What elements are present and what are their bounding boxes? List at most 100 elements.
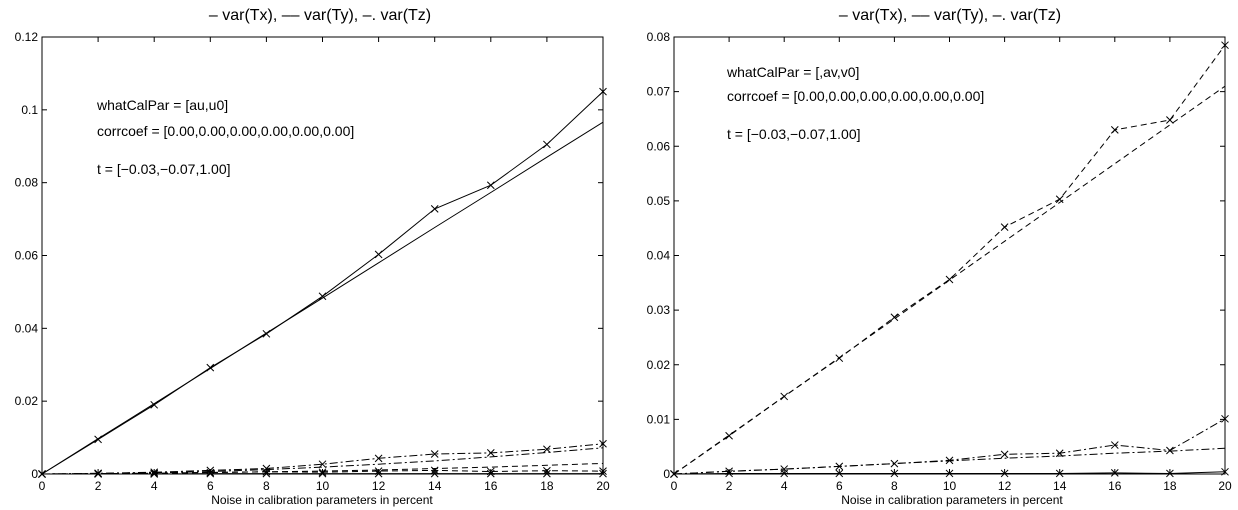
chart-right-series-2-point xyxy=(1166,446,1174,455)
chart-left-xtick-label: 20 xyxy=(596,479,610,493)
chart-right-series-0-point xyxy=(890,313,899,322)
chart-right-series-0-point xyxy=(1221,41,1229,50)
chart-left-ytick-label: 0.1 xyxy=(21,103,38,117)
chart-right-ytick-label: 0.03 xyxy=(647,303,671,317)
chart-left-xtick-label: 14 xyxy=(428,479,442,493)
chart-right-ytick-label: 0.01 xyxy=(647,412,671,426)
chart-left-xtick-label: 4 xyxy=(151,479,158,493)
chart-right-series-4-point xyxy=(1166,469,1174,478)
chart-left-xtick-label: 8 xyxy=(263,479,270,493)
chart-left-ytick-label: 0.12 xyxy=(15,30,39,44)
chart-left-series-0-line xyxy=(41,91,604,475)
chart-right-annotation-t: t = [−0.03,−0.07,1.00] xyxy=(727,126,861,142)
chart-left-xtick-label: 16 xyxy=(484,479,498,493)
chart-right-annotation-whatcalpar: whatCalPar = [,av,v0] xyxy=(726,64,859,80)
chart-left-marks: 0 2 4 6 8 10 12 14 16 18 20 0 0.02 0.04 0.06 0.08 0.1 0.1… xyxy=(15,30,610,493)
chart-left-series-0-point xyxy=(599,87,607,96)
chart-right-series-2-line xyxy=(673,418,1226,475)
chart-left-xtick-label: 18 xyxy=(540,479,554,493)
chart-left-ytick-label: 0.06 xyxy=(15,249,39,263)
chart-right-ytick-label: 0.05 xyxy=(647,194,671,208)
chart-right-xtick-label: 8 xyxy=(891,479,898,493)
chart-left-series-5-line xyxy=(41,462,604,475)
chart-left-series-6-point xyxy=(599,469,607,478)
chart-right-xtick-label: 2 xyxy=(726,479,733,493)
chart-left-ytick-label: 0.02 xyxy=(15,394,39,408)
chart-right-xtick-label: 18 xyxy=(1163,479,1177,493)
chart-right-series-0-point xyxy=(1110,126,1119,134)
chart-left-series-6-point xyxy=(206,469,215,478)
chart-right-xtick-label: 12 xyxy=(998,479,1012,493)
chart-left-series-6-point xyxy=(38,470,46,478)
chart-left-series-2-point xyxy=(318,460,327,469)
chart-left-annotation-whatcalpar: whatCalPar = [au,u0] xyxy=(96,97,228,113)
chart-left-xtick-label: 10 xyxy=(316,479,330,493)
chart-right-ytick-label: 0.06 xyxy=(647,139,671,153)
chart-left-series-4-point xyxy=(318,468,327,477)
chart-left-ytick-label: 0.08 xyxy=(15,176,39,190)
chart-right-ytick-label: 0.04 xyxy=(647,249,671,263)
chart-left-series-6-point xyxy=(486,469,495,478)
chart-left-title: – var(Tx), –– var(Ty), –. var(Tz) xyxy=(209,7,431,24)
chart-right-series-0-point xyxy=(1055,195,1064,204)
chart-right-series-0-point xyxy=(1000,223,1009,231)
chart-left-series-2-point xyxy=(486,449,495,457)
chart-right-series-4-point xyxy=(1221,467,1229,476)
chart-left-series-0-point xyxy=(374,250,383,259)
chart-right-series-4-point xyxy=(1000,469,1009,478)
chart-panel-right: – var(Tx), –– var(Ty), –. var(Tz) whatCa… xyxy=(619,0,1238,510)
chart-right-xtick-label: 10 xyxy=(943,479,957,493)
chart-right-xlabel: Noise in calibration parameters in perce… xyxy=(841,493,1063,507)
chart-left-series-3-line xyxy=(41,447,604,475)
chart-right-xtick-label: 0 xyxy=(671,479,678,493)
chart-right-series-0-line xyxy=(673,44,1226,475)
chart-left-series-2-point xyxy=(430,450,439,458)
chart-right-ytick-label: 0.07 xyxy=(647,85,671,99)
chart-right-series-4-point xyxy=(835,469,844,478)
chart-left-series-2-point xyxy=(150,468,159,477)
chart-left-ytick-label: 0.04 xyxy=(15,321,39,335)
chart-right-annotation-corrcoef: corrcoef = [0.00,0.00,0.00,0.00,0.00,0.0… xyxy=(727,88,984,104)
chart-left-series-0-point xyxy=(543,140,551,149)
chart-left-xtick-label: 0 xyxy=(39,479,46,493)
chart-right-xtick-label: 4 xyxy=(781,479,788,493)
chart-right-series-4-point xyxy=(670,470,678,478)
chart-right-series-2-point xyxy=(945,456,954,465)
chart-right-ytick-label: 0.08 xyxy=(647,30,671,44)
chart-panel-left: – var(Tx), –– var(Ty), –. var(Tz) whatCa… xyxy=(15,7,610,507)
chart-left-svg: – var(Tx), –– var(Ty), –. var(Tz) whatCa… xyxy=(15,7,610,507)
chart-left-series-6-point xyxy=(94,470,102,478)
chart-left-xtick-label: 2 xyxy=(95,479,102,493)
chart-right-marks: 0 2 4 6 8 10 12 14 16 18 20 0 0.01 0.02 0.03 0.04 0.05 0.… xyxy=(647,30,1232,493)
chart-left-series-2-point xyxy=(543,445,551,454)
chart-right-series-4-point xyxy=(1055,469,1064,478)
chart-left-series-2-point xyxy=(374,454,383,463)
chart-right-series-4-point xyxy=(1110,469,1119,477)
chart-right-series-4-point xyxy=(945,469,954,478)
chart-right-series-0-point xyxy=(1166,116,1174,124)
chart-left-xtick-label: 12 xyxy=(372,479,386,493)
chart-right-series-3-line xyxy=(673,447,1226,475)
chart-left-series-0-point xyxy=(318,292,327,301)
chart-left-series-6-point xyxy=(150,470,159,478)
chart-right-xtick-label: 14 xyxy=(1053,479,1067,493)
chart-right-ytick-label: 0 xyxy=(663,467,670,481)
chart-right-series-4-point xyxy=(890,469,899,478)
chart-left-series-4-point xyxy=(206,468,215,477)
chart-right-xtick-label: 16 xyxy=(1108,479,1122,493)
chart-left-series-0-point xyxy=(486,181,495,190)
chart-right-svg: – var(Tx), –– var(Ty), –. var(Tz) whatCa… xyxy=(647,7,1232,507)
chart-left-series-2-point xyxy=(599,439,607,448)
chart-right-xtick-label: 6 xyxy=(836,479,843,493)
chart-left-series-4-point xyxy=(543,466,551,475)
chart-right-series-2-point xyxy=(1221,414,1229,423)
chart-right-ytick-label: 0.02 xyxy=(647,358,671,372)
chart-left-xtick-label: 6 xyxy=(207,479,214,493)
chart-right-series-2-point xyxy=(1110,441,1119,449)
chart-right-series-2-point xyxy=(1000,450,1009,459)
chart-left-series-2-line xyxy=(41,443,604,475)
chart-left-series-6-point xyxy=(262,469,271,478)
chart-right-series-4-point xyxy=(780,469,789,478)
chart-right-title: – var(Tx), –– var(Ty), –. var(Tz) xyxy=(839,7,1061,24)
chart-right-xtick-label: 20 xyxy=(1218,479,1232,493)
